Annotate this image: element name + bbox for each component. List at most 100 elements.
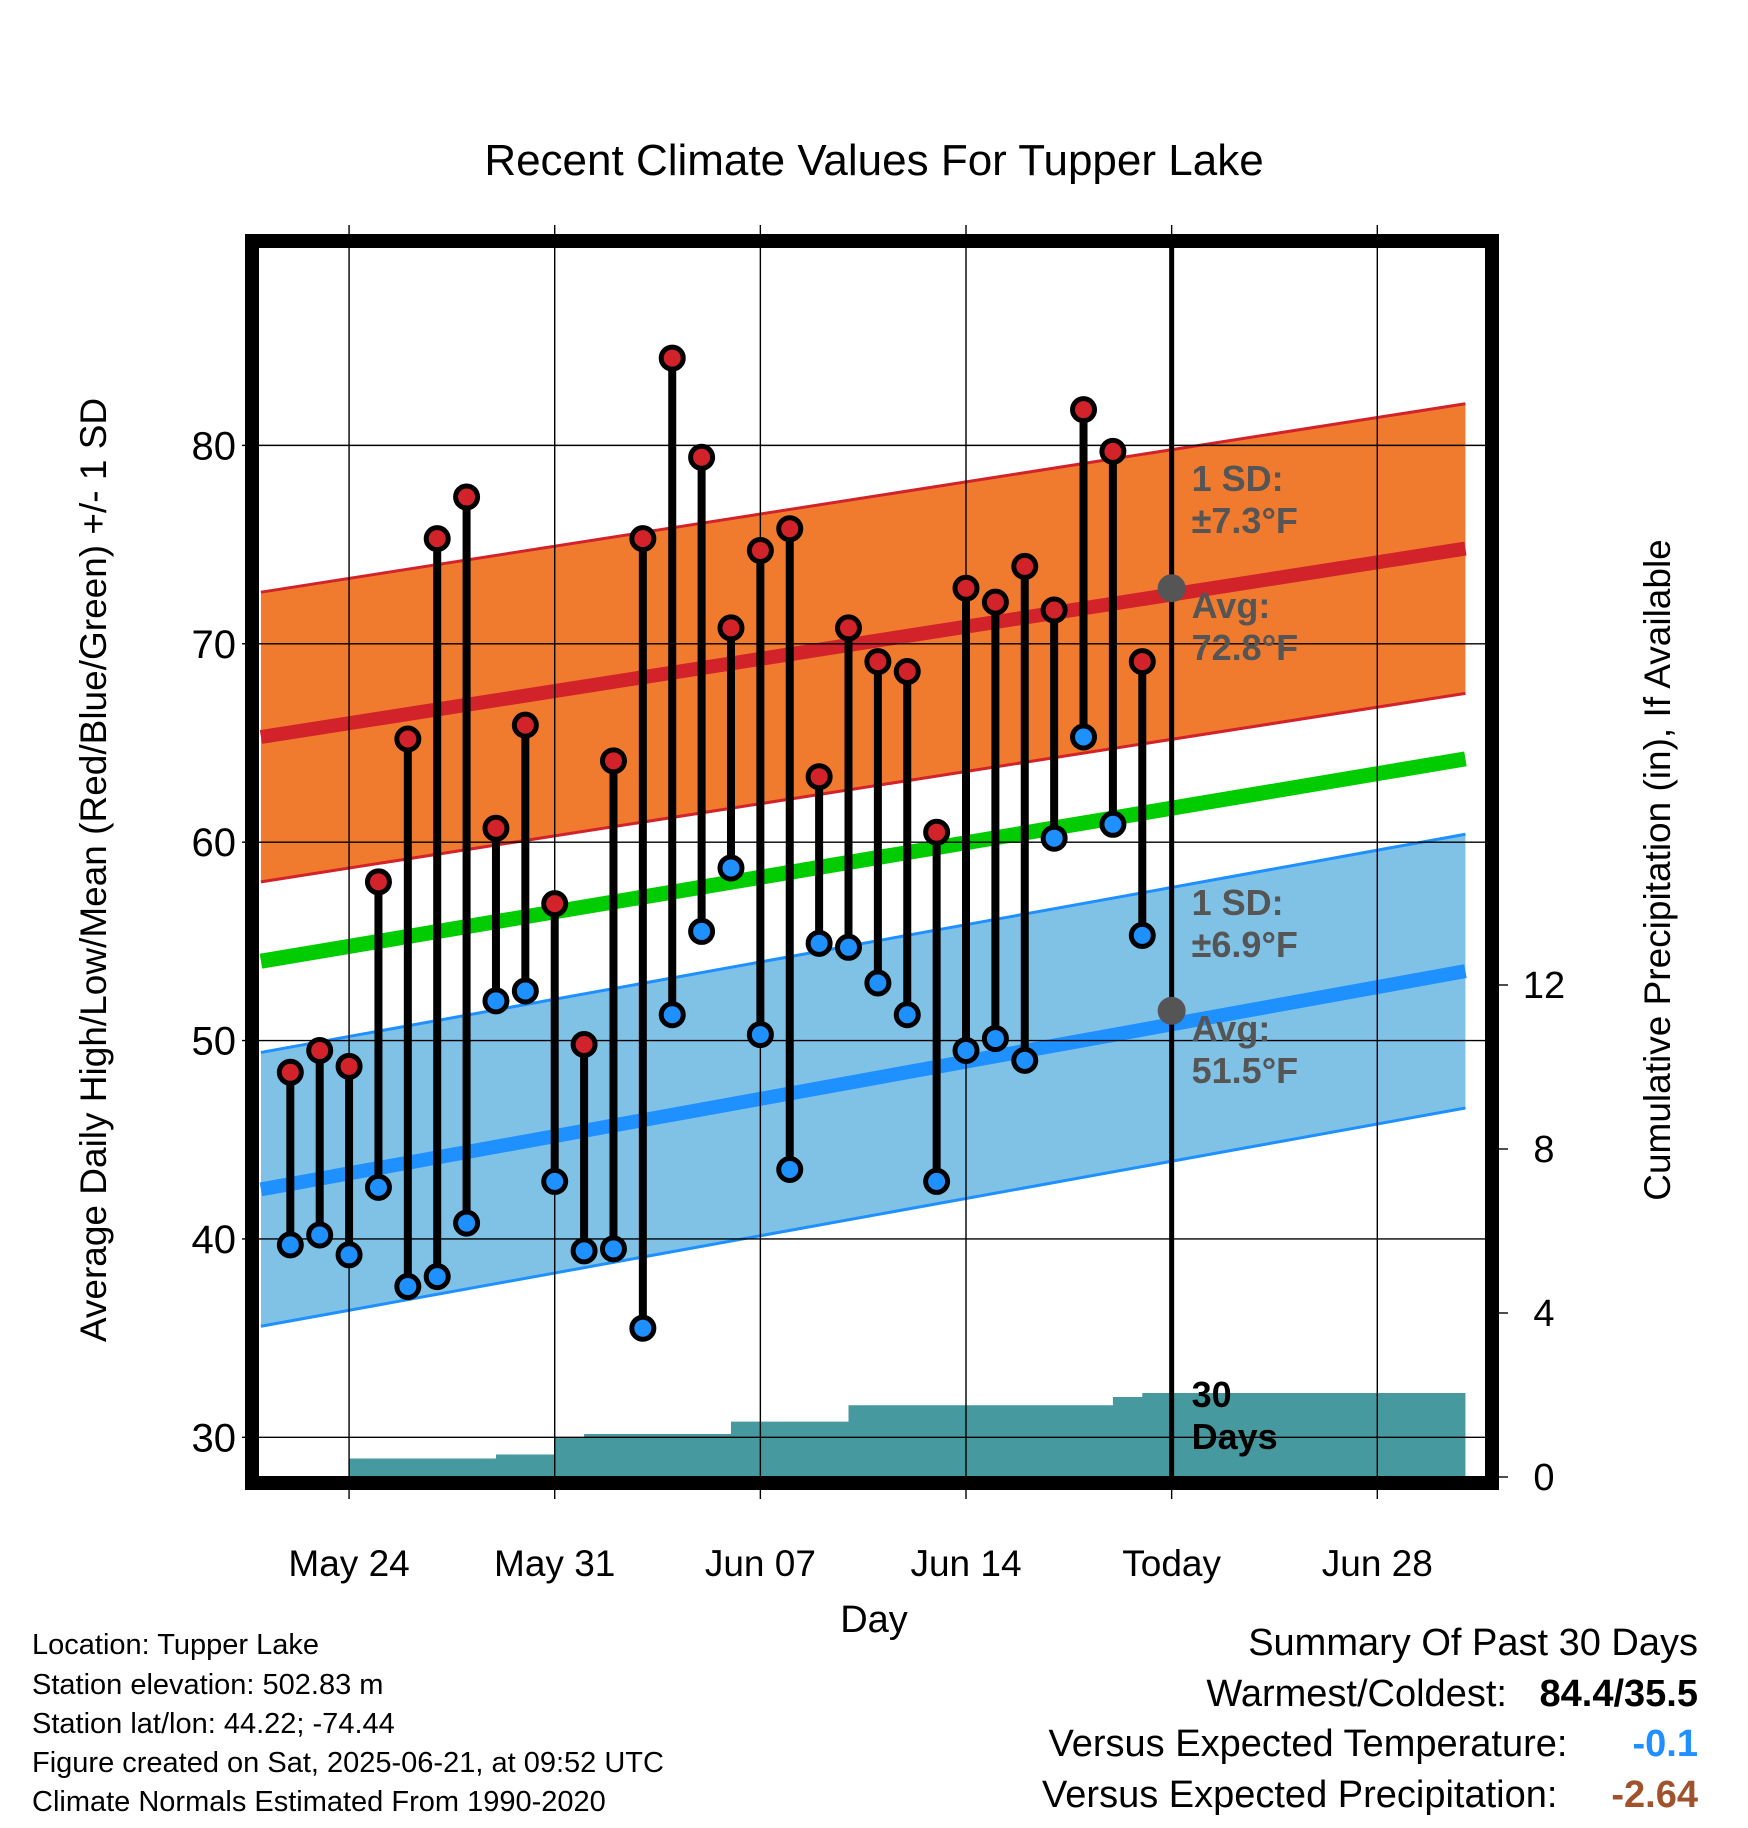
summary-warmest-value: 84.4/35.5 xyxy=(1539,1673,1698,1715)
low-temp-point xyxy=(688,917,716,945)
normal-low-upper-edge xyxy=(260,832,1466,1054)
x-axis-label: Day xyxy=(840,1599,908,1641)
info-created: Figure created on Sat, 2025-06-21, at 09… xyxy=(32,1747,664,1779)
summary-temp-label: Versus Expected Temperature: xyxy=(1048,1723,1568,1765)
normal-high-upper-edge xyxy=(260,402,1466,594)
low-temp-point xyxy=(629,1314,657,1342)
x-tick-label: Jun 28 xyxy=(1322,1543,1433,1584)
low-temp-point xyxy=(1128,921,1156,949)
low-temp-point xyxy=(541,1167,569,1195)
low-temp-point xyxy=(805,929,833,957)
high-temp-point xyxy=(1099,437,1127,465)
y2-tick-label: 8 xyxy=(1533,1129,1554,1171)
low-temp-point xyxy=(276,1231,304,1259)
high-avg-annotation-line: Avg: xyxy=(1192,585,1271,626)
low-avg-annotation-line: 51.5°F xyxy=(1192,1050,1298,1091)
low-temp-point xyxy=(1070,723,1098,751)
high-temp-point xyxy=(541,890,569,918)
low-temp-point xyxy=(1011,1046,1039,1074)
normal-low-lower-edge xyxy=(260,1106,1466,1328)
summary-precip-label: Versus Expected Precipitation: xyxy=(1042,1774,1558,1816)
low-temp-point xyxy=(776,1156,804,1183)
high-temp-point xyxy=(276,1058,304,1086)
high-sd-annotation: 1 SD: ±7.3°F xyxy=(1192,458,1298,541)
high-temp-point xyxy=(306,1036,334,1064)
x-tick-label: May 24 xyxy=(288,1543,409,1584)
low-temp-point xyxy=(570,1237,598,1265)
high-temp-point xyxy=(364,868,392,896)
info-elevation: Station elevation: 502.83 m xyxy=(32,1669,384,1701)
high-temp-point xyxy=(864,648,892,676)
high-temp-point xyxy=(394,725,422,753)
low-temp-point xyxy=(364,1173,392,1201)
today-low-average-dot xyxy=(1157,996,1186,1025)
high-temp-point xyxy=(511,711,539,739)
summary-temp-value: -0.1 xyxy=(1632,1723,1698,1765)
high-temp-point xyxy=(658,344,686,372)
normal-low-average-line xyxy=(259,964,1467,1197)
y2-tick-label: 4 xyxy=(1533,1293,1554,1335)
high-sd-annotation-line: 1 SD: xyxy=(1192,458,1284,499)
low-sd-annotation: 1 SD: ±6.9°F xyxy=(1192,882,1298,965)
high-temp-point xyxy=(1128,648,1156,676)
high-temp-point xyxy=(599,747,627,775)
high-temp-point xyxy=(482,814,510,842)
high-temp-point xyxy=(335,1052,363,1080)
low-avg-annotation: Avg: 51.5°F xyxy=(1192,1008,1298,1091)
period-annotation-line: Days xyxy=(1192,1416,1278,1457)
info-location: Location: Tupper Lake xyxy=(32,1629,319,1661)
summary-warmest: Warmest/Coldest: 84.4/35.5 xyxy=(1206,1673,1698,1716)
low-temp-point xyxy=(658,1001,686,1029)
low-temp-point xyxy=(482,987,510,1015)
low-temp-point xyxy=(864,969,892,997)
low-temp-point xyxy=(599,1235,627,1263)
normal-mean-line xyxy=(259,751,1467,969)
low-temp-point xyxy=(1040,824,1068,852)
high-avg-annotation: Avg: 72.8°F xyxy=(1192,585,1298,668)
high-temp-point xyxy=(981,588,1009,616)
high-temp-point xyxy=(629,525,657,553)
low-temp-point xyxy=(306,1221,334,1249)
today-high-average-dot xyxy=(1157,574,1186,603)
plot-frame xyxy=(245,234,1499,1490)
high-temp-point xyxy=(1011,552,1039,580)
y-tick-label: 60 xyxy=(192,821,237,865)
period-annotation: 30 Days xyxy=(1192,1374,1278,1457)
period-annotation-line: 30 xyxy=(1192,1374,1232,1415)
high-temp-point xyxy=(805,763,833,791)
x-tick-label: Jun 14 xyxy=(910,1543,1021,1584)
summary-precip: Versus Expected Precipitation: -2.64 xyxy=(1042,1774,1698,1817)
low-temp-point xyxy=(423,1263,451,1291)
low-temp-point xyxy=(834,933,862,961)
precipitation-area xyxy=(260,1392,1466,1477)
normal-high-average-line xyxy=(259,541,1467,744)
low-temp-point xyxy=(981,1025,1009,1053)
low-temp-point xyxy=(453,1209,481,1237)
info-latlon: Station lat/lon: 44.22; -74.44 xyxy=(32,1708,395,1740)
summary-precip-value: -2.64 xyxy=(1611,1774,1698,1816)
summary-warmest-label: Warmest/Coldest: xyxy=(1206,1673,1507,1715)
y-axis-label: Average Daily High/Low/Mean (Red/Blue/Gr… xyxy=(73,398,114,1342)
chart-title: Recent Climate Values For Tupper Lake xyxy=(484,136,1263,185)
high-temp-point xyxy=(1070,396,1098,424)
summary-temp: Versus Expected Temperature: -0.1 xyxy=(1049,1723,1698,1766)
high-temp-point xyxy=(1040,596,1068,624)
y2-axis-label: Cumulative Precipitation (in), If Availa… xyxy=(1637,539,1678,1201)
high-temp-point xyxy=(570,1031,598,1059)
y-tick-label: 30 xyxy=(192,1416,237,1460)
high-avg-annotation-line: 72.8°F xyxy=(1192,627,1298,668)
normal-high-lower-edge xyxy=(260,691,1466,884)
high-temp-point xyxy=(688,443,716,471)
high-temp-point xyxy=(893,658,921,686)
low-temp-point xyxy=(923,1167,951,1195)
summary-title: Summary Of Past 30 Days xyxy=(1248,1622,1698,1664)
high-temp-point xyxy=(717,614,745,642)
x-tick-label: Today xyxy=(1122,1543,1221,1584)
x-tick-label: Jun 07 xyxy=(705,1543,816,1584)
y-tick-label: 70 xyxy=(192,623,237,667)
low-avg-annotation-line: Avg: xyxy=(1192,1008,1271,1049)
info-normals: Climate Normals Estimated From 1990-2020 xyxy=(32,1786,606,1818)
high-temp-point xyxy=(453,483,481,511)
low-temp-point xyxy=(952,1036,980,1064)
